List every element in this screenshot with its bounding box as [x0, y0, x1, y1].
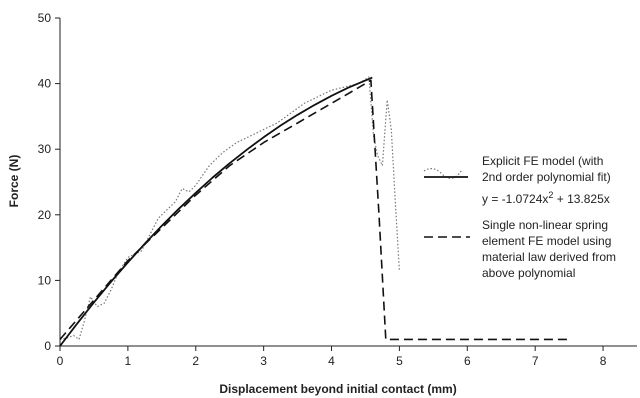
- y-tick-label: 50: [38, 11, 52, 25]
- x-tick-label: 0: [57, 354, 64, 368]
- series-spring-element: [59, 79, 570, 341]
- legend-entry-spring-line-1: Single non-linear spring: [482, 218, 608, 232]
- legend-entry-explicit-line-2: 2nd order polynomial fit): [482, 170, 611, 184]
- y-tick-label: 40: [38, 77, 52, 91]
- x-tick-label: 4: [328, 354, 335, 368]
- legend-entry-spring-line-3: material law derived from: [482, 250, 616, 264]
- x-tick-label: 6: [464, 354, 471, 368]
- legend-entry-spring-line-2: element FE model using: [482, 234, 611, 248]
- y-tick-label: 30: [38, 142, 52, 156]
- legend-equation-exponent: 2: [548, 190, 553, 200]
- x-tick-label: 7: [532, 354, 539, 368]
- series-explicit-fe-raw: [59, 76, 400, 340]
- y-axis-title: Force (N): [7, 155, 21, 208]
- legend-entry-explicit-line-1: Explicit FE model (with: [482, 154, 603, 168]
- y-tick-label: 0: [44, 339, 51, 353]
- x-tick-label: 3: [260, 354, 267, 368]
- series-polynomial-fit: [59, 76, 373, 347]
- legend-equation-prefix: y = -1.0724x: [482, 192, 548, 206]
- series-layer: [59, 76, 570, 347]
- x-tick-label: 8: [600, 354, 607, 368]
- legend-equation: y = -1.0724x2 + 13.825x: [482, 190, 610, 206]
- x-tick-label: 1: [125, 354, 132, 368]
- x-tick-label: 5: [396, 354, 403, 368]
- x-axis-title: Displacement beyond initial contact (mm): [219, 382, 456, 396]
- y-tick-label: 20: [38, 208, 52, 222]
- axes: 0 1 2 3 4 5 6 7 8 0 10 20 30 40 50: [38, 11, 637, 368]
- legend-entry-spring-line-4: above polynomial: [482, 266, 575, 280]
- y-tick-label: 10: [38, 273, 52, 287]
- x-tick-label: 2: [192, 354, 199, 368]
- legend: Explicit FE model (with 2nd order polyno…: [423, 154, 616, 280]
- legend-equation-suffix: + 13.825x: [553, 192, 609, 206]
